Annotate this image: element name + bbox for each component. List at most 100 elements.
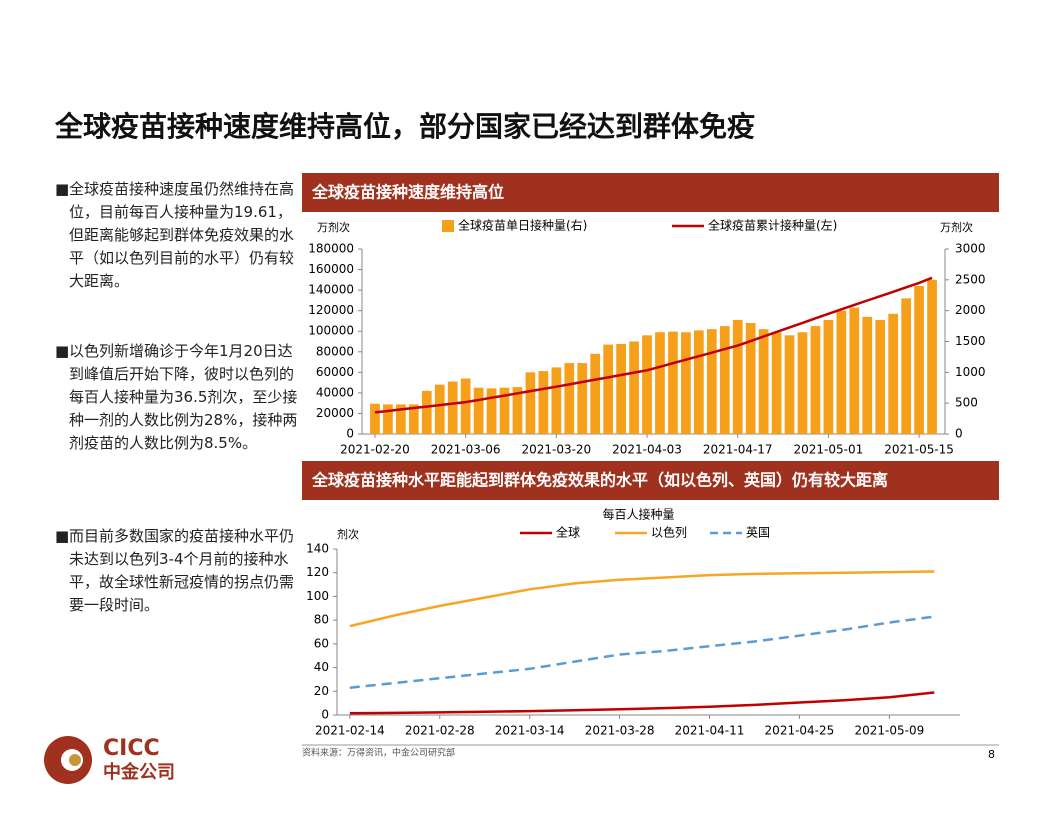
bar: [771, 332, 782, 434]
bar: [732, 319, 743, 434]
bullet-text: 而目前多数国家的疫苗接种水平仍未达到以色列3-4个月前的接种水平，故全球性新冠疫…: [69, 527, 295, 614]
y-tick-label: 60000: [316, 365, 354, 379]
y-axis-label: 万剂次: [317, 220, 350, 234]
bar: [745, 323, 756, 434]
legend-swatch: [442, 220, 454, 232]
bar: [396, 404, 406, 434]
legend-label: 以色列: [651, 526, 687, 540]
y-tick-label: 0: [346, 427, 354, 441]
bullet: ■ 以色列新增确诊于今年1月20日达到峰值后开始下降，彼时以色列的每百人接种量为3…: [55, 340, 300, 455]
series-line: [349, 691, 935, 715]
bar: [460, 378, 471, 434]
page-number: 8: [988, 748, 995, 761]
bar: [629, 341, 639, 434]
bar: [693, 330, 704, 434]
bar: [706, 329, 717, 434]
x-tick-label: 2021-04-11: [675, 724, 745, 738]
bullet-text: 全球疫苗接种速度虽仍然维持在高位，目前每百人接种量为19.61，但距离能够起到群…: [69, 180, 295, 290]
bar: [668, 331, 678, 434]
bar: [590, 353, 601, 434]
bar: [784, 335, 795, 434]
bar: [473, 387, 484, 434]
bullet: ■ 全球疫苗接种速度虽仍然维持在高位，目前每百人接种量为19.61，但距离能够起到…: [55, 178, 300, 293]
x-tick-label: 2021-03-14: [495, 724, 565, 738]
y-tick-label: 100000: [308, 324, 354, 338]
bar: [370, 403, 380, 434]
series-line: [349, 615, 935, 689]
y-tick-label: 120000: [308, 303, 354, 317]
y-tick-label: 140000: [308, 283, 354, 297]
bar: [836, 310, 847, 434]
legend-label: 全球疫苗单日接种量(右): [458, 218, 587, 233]
y-tick-label: 120: [306, 565, 329, 579]
bullet: ■ 而目前多数国家的疫苗接种水平仍未达到以色列3-4个月前的接种水平，故全球性新冠…: [55, 525, 300, 617]
bar: [603, 344, 614, 434]
bar: [408, 404, 419, 434]
y-tick-label: 100: [306, 589, 329, 603]
y2-tick-label: 1000: [955, 365, 986, 379]
y2-tick-label: 1500: [955, 334, 986, 348]
bar: [655, 332, 665, 434]
y-tick-label: 180000: [308, 242, 354, 256]
x-tick-label: 2021-05-15: [884, 443, 954, 457]
bar: [875, 319, 886, 434]
y-tick-label: 40000: [316, 385, 354, 399]
y-tick-label: 60: [314, 636, 329, 650]
bar: [616, 343, 626, 434]
chart-header: [302, 173, 999, 212]
bar: [421, 390, 432, 434]
y2-tick-label: 0: [955, 427, 963, 441]
series-line: [349, 570, 935, 628]
legend-title: 每百人接种量: [602, 507, 674, 522]
logo-text: CICC: [103, 736, 160, 761]
bar: [914, 286, 924, 434]
bar: [681, 332, 691, 434]
x-tick-label: 2021-02-28: [405, 724, 475, 738]
x-tick-label: 2021-04-25: [765, 724, 835, 738]
bar: [383, 404, 393, 434]
bar: [512, 387, 523, 434]
y-tick-label: 40: [314, 660, 329, 674]
bar: [564, 363, 575, 434]
bar: [538, 371, 549, 434]
slide-title: 全球疫苗接种速度维持高位，部分国家已经达到群体免疫: [55, 110, 756, 143]
x-tick-label: 2021-05-01: [794, 443, 864, 457]
bar: [901, 298, 911, 434]
y-tick-label: 160000: [308, 262, 354, 276]
legend-label: 英国: [746, 526, 770, 540]
bar: [862, 316, 873, 434]
x-tick-label: 2021-03-28: [585, 724, 655, 738]
bar: [447, 381, 458, 434]
bullet-text: 以色列新增确诊于今年1月20日达到峰值后开始下降，彼时以色列的每百人接种量为36…: [69, 342, 298, 452]
chart-title: 全球疫苗接种水平距能起到群体免疫效果的水平（如以色列、英国）仍有较大距离: [311, 471, 888, 490]
y-tick-label: 20: [314, 684, 329, 698]
x-tick-label: 2021-02-14: [315, 724, 385, 738]
chart-title: 全球疫苗接种速度维持高位: [311, 183, 504, 202]
bar: [849, 307, 860, 434]
x-tick-label: 2021-02-20: [340, 443, 410, 457]
bar: [434, 384, 445, 434]
y-tick-label: 80: [314, 613, 329, 627]
y-tick-label: 0: [321, 708, 329, 722]
y2-tick-label: 2000: [955, 303, 986, 317]
chart-header: [302, 461, 999, 500]
bar: [758, 329, 769, 434]
bar: [810, 326, 821, 434]
series-line: [374, 276, 933, 414]
bar: [577, 363, 588, 434]
bar: [927, 279, 937, 434]
bar: [642, 335, 652, 434]
bar: [719, 326, 730, 434]
legend-label: 全球疫苗累计接种量(左): [708, 218, 837, 233]
x-tick-label: 2021-03-20: [521, 443, 591, 457]
y2-tick-label: 3000: [955, 242, 986, 256]
bar: [797, 332, 808, 434]
bar: [499, 387, 510, 434]
y2-tick-label: 2500: [955, 272, 986, 286]
y-tick-label: 20000: [316, 406, 354, 420]
x-tick-label: 2021-04-17: [703, 443, 773, 457]
y2-axis-label: 万剂次: [940, 220, 973, 234]
bar: [888, 313, 899, 434]
